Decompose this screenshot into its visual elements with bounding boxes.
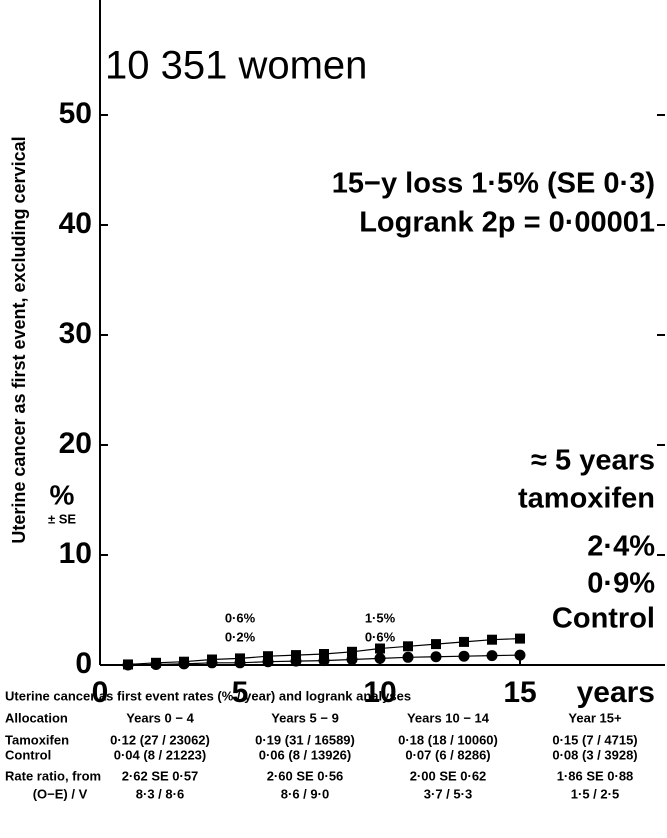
marker-circle: [346, 654, 358, 665]
marker-square: [487, 634, 497, 645]
end-label: 0·9%: [587, 568, 655, 600]
marker-circle: [430, 651, 442, 663]
x-tick-label: 0: [92, 676, 109, 709]
marker-square: [375, 643, 385, 654]
table-cell: 0·08 (3 / 3928): [552, 747, 637, 762]
table-cell: 8·6 / 9·0: [281, 786, 329, 801]
legend-entry: tamoxifen: [518, 483, 655, 515]
stat-text: 15−y loss 1·5% (SE 0·3): [332, 168, 655, 200]
table-cell: 2·60 SE 0·56: [267, 768, 344, 783]
y-axis-label: Uterine cancer as first event, excluding…: [9, 136, 29, 543]
y-tick-label: 40: [59, 207, 92, 240]
y-tick-label: 20: [59, 427, 92, 460]
stat-text: Logrank 2p = 0·00001: [359, 207, 655, 239]
y-tick-label: 50: [59, 97, 92, 130]
marker-circle: [458, 650, 470, 662]
table-cell: Allocation: [5, 710, 68, 725]
point-label: 0·6%: [225, 610, 256, 625]
marker-square: [431, 639, 441, 650]
marker-circle: [318, 655, 330, 667]
point-label: 0·2%: [225, 629, 256, 644]
table-cell: 0·12 (27 / 23062): [110, 732, 210, 747]
table-title: Uterine cancer as first event rates (% /…: [5, 688, 411, 703]
marker-circle: [178, 658, 190, 670]
table-cell: Control: [5, 747, 51, 762]
y-tick-label: 10: [59, 537, 92, 570]
table-cell: 8·3 / 8·6: [136, 786, 184, 801]
marker-square: [319, 649, 329, 659]
marker-circle: [234, 657, 246, 669]
table-cell: (O−E) / V: [33, 786, 88, 801]
marker-circle: [206, 657, 218, 669]
marker-circle: [514, 649, 526, 661]
table-cell: 1·86 SE 0·88: [557, 768, 634, 783]
marker-square: [291, 650, 301, 661]
legend-prefix: ≈ 5 years: [531, 445, 655, 477]
x-tick-label: 5: [232, 676, 249, 709]
table-cell: 0·19 (31 / 16589): [255, 732, 355, 747]
y-tick-label: 0: [75, 647, 92, 680]
y-unit: %: [50, 479, 75, 510]
table-cell: 0·06 (8 / 13926): [259, 747, 352, 762]
table-cell: Years 5 − 9: [271, 710, 339, 725]
legend-entry: Control: [552, 603, 655, 635]
table-cell: 3·7 / 5·3: [424, 786, 472, 801]
table-cell: 1·5 / 2·5: [571, 786, 619, 801]
chart-title: 10 351 women: [105, 44, 367, 88]
x-tick-label: 15: [503, 676, 536, 709]
x-tick-label: 10: [363, 676, 396, 709]
table-cell: 2·62 SE 0·57: [122, 768, 199, 783]
y-tick-label: 30: [59, 317, 92, 350]
marker-square: [515, 633, 525, 644]
marker-circle: [290, 655, 302, 667]
marker-circle: [122, 659, 134, 671]
table-cell: 0·15 (7 / 4715): [552, 732, 637, 747]
table-cell: Years 10 − 14: [407, 710, 490, 725]
y-unit-sub: ± SE: [48, 511, 76, 526]
marker-square: [403, 641, 413, 652]
table-cell: 0·07 (6 / 8286): [405, 747, 490, 762]
marker-circle: [486, 650, 498, 662]
table-cell: Year 15+: [568, 710, 622, 725]
table-cell: 0·04 (8 / 21223): [114, 747, 207, 762]
x-axis-label: years: [577, 676, 655, 709]
table-cell: 2·00 SE 0·62: [410, 768, 487, 783]
table-cell: Years 0 − 4: [126, 710, 194, 725]
table-cell: Tamoxifen: [5, 732, 69, 747]
point-label: 0·6%: [365, 629, 396, 644]
marker-circle: [150, 658, 162, 670]
marker-circle: [262, 656, 274, 668]
marker-circle: [374, 652, 386, 664]
table-cell: 0·18 (18 / 10060): [398, 732, 498, 747]
table-cell: Rate ratio, from: [5, 768, 101, 783]
end-label: 2·4%: [587, 531, 655, 563]
marker-square: [459, 636, 469, 647]
marker-circle: [402, 651, 414, 663]
point-label: 1·5%: [365, 610, 396, 625]
marker-square: [347, 646, 357, 657]
